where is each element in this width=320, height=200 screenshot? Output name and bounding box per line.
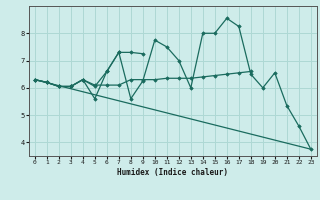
X-axis label: Humidex (Indice chaleur): Humidex (Indice chaleur) [117,168,228,177]
